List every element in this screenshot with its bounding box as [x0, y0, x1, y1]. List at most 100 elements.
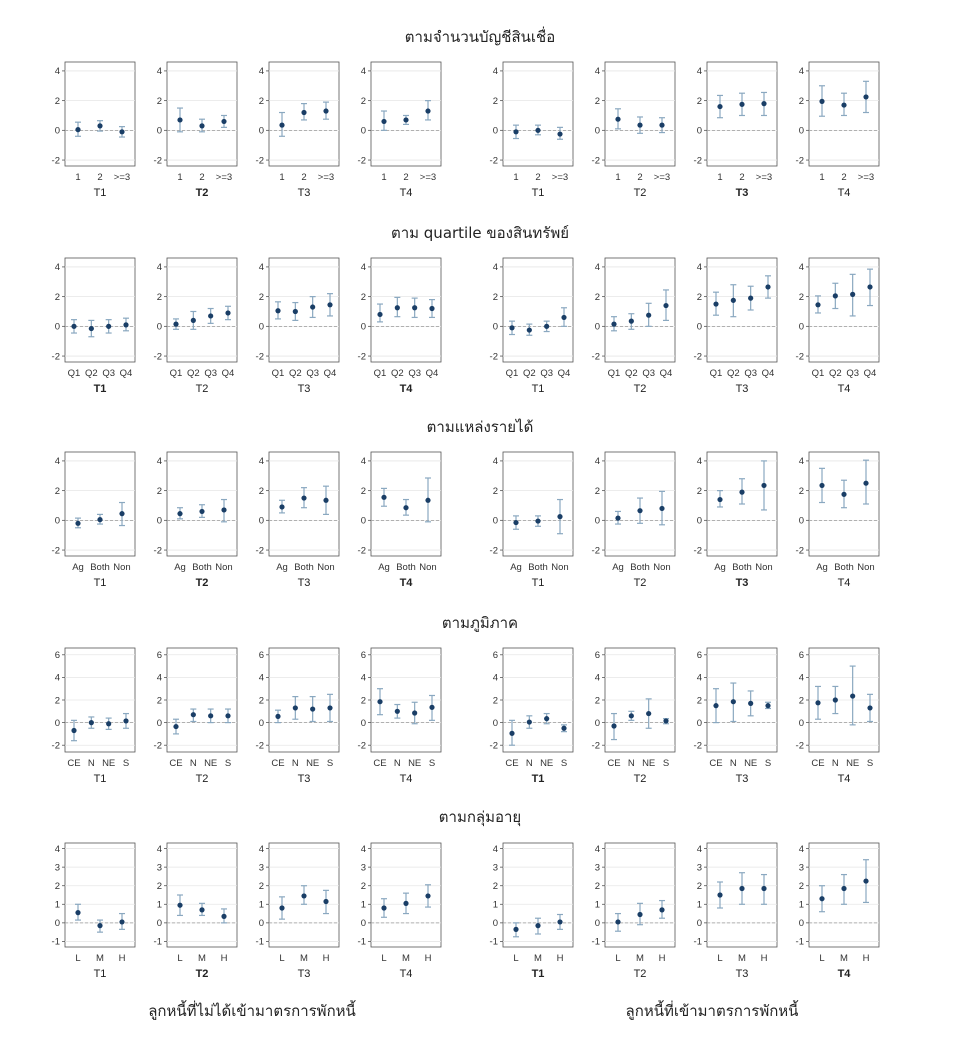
- y-tick-label: 4: [157, 844, 162, 855]
- point-estimate: [88, 325, 94, 332]
- point-estimate: [275, 308, 281, 314]
- x-tick-label: Q3: [204, 368, 217, 379]
- x-tick-label: Both: [630, 562, 650, 573]
- y-tick-label: 0: [259, 322, 264, 333]
- x-tick-label: Non: [755, 562, 772, 573]
- x-tick-label: CE: [373, 758, 386, 769]
- x-tick-label: CE: [271, 758, 284, 769]
- panel-moratorium-t2: -2 0 2 4 6 CE N NE S T2: [592, 647, 676, 785]
- panel-label: T4: [838, 383, 851, 395]
- x-tick-label: 1: [381, 172, 386, 183]
- footer-left-label: ลูกหนี้ที่ไม่ได้เข้ามาตรการพักหนี้: [148, 1000, 356, 1020]
- y-tick-label: 4: [361, 456, 366, 467]
- y-tick-label: 0: [493, 918, 498, 929]
- y-tick-label: 2: [361, 881, 366, 892]
- y-tick-label: 0: [493, 322, 498, 333]
- y-tick-label: -2: [796, 155, 804, 166]
- panel-moratorium-t3: -2 0 2 4 6 CE N NE S T3: [694, 647, 778, 785]
- point-estimate: [535, 923, 541, 929]
- x-tick-label: 1: [177, 172, 182, 183]
- point-estimate: [97, 123, 103, 129]
- x-tick-label: M: [738, 953, 746, 964]
- panel-non-moratorium-t3: -2 0 2 4 Ag Both Non T3: [256, 451, 340, 589]
- x-tick-label: Q2: [829, 368, 842, 379]
- x-tick-label: >=3: [114, 172, 130, 183]
- y-tick-label: 2: [697, 486, 702, 497]
- y-tick-label: 1: [799, 900, 804, 911]
- panel-non-moratorium-t1: -1 0 1 2 3 4 L M H T1: [52, 842, 136, 980]
- x-tick-label: H: [425, 953, 432, 964]
- point-estimate: [544, 716, 550, 722]
- y-tick-label: 6: [799, 650, 804, 661]
- x-tick-label: M: [198, 953, 206, 964]
- y-tick-label: 0: [157, 516, 162, 527]
- panel-moratorium-t1: -2 0 2 4 Q1 Q2 Q3 Q4 T1: [490, 257, 574, 395]
- panel-label: T2: [196, 968, 209, 980]
- x-tick-label: L: [615, 953, 620, 964]
- point-estimate: [628, 713, 634, 719]
- y-tick-label: -2: [256, 545, 264, 556]
- point-estimate: [863, 878, 869, 884]
- y-tick-label: 0: [259, 718, 264, 729]
- x-tick-label: M: [300, 953, 308, 964]
- point-estimate: [119, 919, 125, 925]
- x-tick-label: Ag: [612, 562, 624, 573]
- y-tick-label: 4: [55, 66, 60, 77]
- point-estimate: [199, 123, 205, 129]
- point-estimate: [730, 699, 736, 705]
- y-tick-label: 4: [55, 844, 60, 855]
- y-tick-label: 2: [799, 486, 804, 497]
- x-tick-label: 1: [513, 172, 518, 183]
- panel-label: T4: [838, 968, 852, 980]
- x-tick-label: Ag: [174, 562, 186, 573]
- y-tick-label: -2: [592, 351, 600, 362]
- x-tick-label: >=3: [654, 172, 670, 183]
- point-estimate: [535, 127, 541, 133]
- y-tick-label: 2: [595, 881, 600, 892]
- y-tick-label: 0: [697, 918, 702, 929]
- point-estimate: [611, 723, 617, 729]
- point-estimate: [730, 297, 736, 303]
- x-tick-label: Q3: [642, 368, 655, 379]
- y-tick-label: 3: [55, 862, 60, 873]
- point-estimate: [615, 919, 621, 925]
- x-tick-label: 1: [819, 172, 824, 183]
- x-tick-label: Both: [396, 562, 416, 573]
- y-tick-label: 4: [493, 262, 498, 273]
- y-tick-label: 4: [157, 456, 162, 467]
- point-estimate: [75, 127, 81, 133]
- point-estimate: [403, 505, 409, 511]
- x-tick-label: 1: [279, 172, 284, 183]
- y-tick-label: 4: [361, 262, 366, 273]
- section-title: ตามกลุ่มอายุ: [439, 808, 521, 827]
- point-estimate: [381, 118, 387, 125]
- y-tick-label: -2: [358, 155, 366, 166]
- y-tick-label: -1: [592, 937, 600, 948]
- y-tick-label: 0: [55, 918, 60, 929]
- x-tick-label: 1: [75, 172, 80, 183]
- point-estimate: [123, 718, 129, 724]
- point-estimate: [71, 323, 77, 329]
- point-estimate: [412, 710, 418, 716]
- y-tick-label: 6: [361, 650, 366, 661]
- x-tick-label: Both: [192, 562, 212, 573]
- x-tick-label: 2: [403, 172, 408, 183]
- y-tick-label: 2: [697, 292, 702, 303]
- y-tick-label: 2: [493, 695, 498, 706]
- point-estimate: [106, 721, 112, 727]
- y-tick-label: 2: [157, 96, 162, 107]
- x-tick-label: Q2: [187, 368, 200, 379]
- y-tick-label: -2: [256, 155, 264, 166]
- panel-non-moratorium-t1: -2 0 2 4 Ag Both Non T1: [52, 451, 136, 589]
- x-tick-label: Q4: [426, 368, 439, 379]
- y-tick-label: 2: [493, 292, 498, 303]
- point-estimate: [123, 322, 129, 328]
- panel-label: T4: [838, 773, 851, 785]
- y-tick-label: -2: [256, 741, 264, 752]
- x-tick-label: Q2: [289, 368, 302, 379]
- point-estimate: [323, 108, 329, 114]
- y-tick-label: 0: [361, 718, 366, 729]
- x-tick-label: Ag: [714, 562, 726, 573]
- section-title: ตามจำนวนบัญชีสินเชื่อ: [405, 26, 555, 46]
